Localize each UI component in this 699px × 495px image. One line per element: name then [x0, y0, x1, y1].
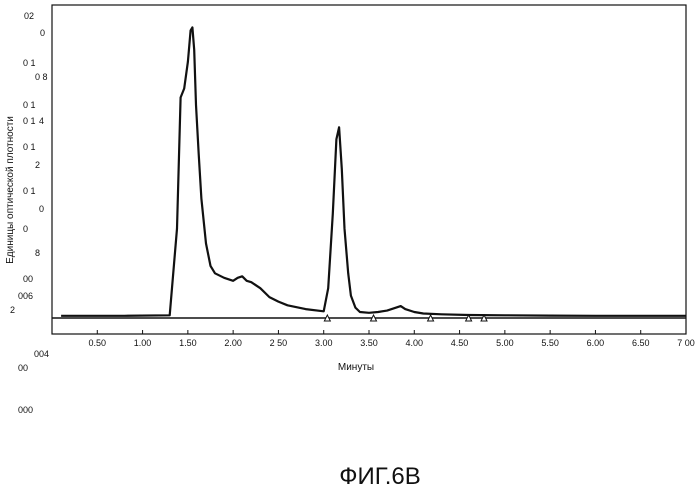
y-tick-label: 006 — [18, 291, 33, 301]
y-tick-label: 8 — [35, 248, 40, 258]
y-tick-label: 00 — [18, 363, 28, 373]
x-tick-label: 4.00 — [406, 338, 424, 348]
x-tick-label: 1.00 — [134, 338, 152, 348]
x-axis-tick-labels: 0.50 1.00 1.50 2.00 2 50 3.00 3.50 4.00 4.50 5.00… — [89, 338, 695, 348]
x-axis-label: Минуты — [338, 362, 374, 373]
x-tick-label: 4.50 — [451, 338, 469, 348]
y-tick-label: 0 1 — [23, 58, 36, 68]
x-tick-label: 6.50 — [632, 338, 650, 348]
x-tick-label: 5.50 — [541, 338, 559, 348]
x-tick-label: 2.00 — [224, 338, 242, 348]
x-tick-label: 6.00 — [587, 338, 605, 348]
y-tick-label: 0 — [23, 224, 28, 234]
signal-line — [61, 27, 686, 315]
y-tick-label: 2 — [10, 305, 15, 315]
y-tick-label: 4 — [39, 116, 44, 126]
y-axis-label: Единицы оптической плотности — [5, 116, 16, 264]
x-tick-label: 5.00 — [496, 338, 514, 348]
figure-caption: ФИГ.6В — [339, 463, 421, 490]
y-tick-label: 0 — [40, 28, 45, 38]
x-tick-label: 7 00 — [677, 338, 695, 348]
y-tick-label: 004 — [34, 349, 49, 359]
y-tick-label: 0 1 — [23, 100, 36, 110]
y-tick-label: 0 8 — [35, 72, 48, 82]
y-tick-label: 0 1 — [23, 116, 36, 126]
x-tick-label: 0.50 — [89, 338, 107, 348]
y-tick-label: 02 — [24, 11, 34, 21]
y-tick-label: 000 — [18, 405, 33, 415]
y-tick-label: 00 — [23, 274, 33, 284]
x-tick-label: 2 50 — [270, 338, 288, 348]
x-tick-label: 3.00 — [315, 338, 333, 348]
y-tick-label: 0 1 — [23, 142, 36, 152]
y-tick-label: 2 — [35, 160, 40, 170]
x-tick-label: 3.50 — [360, 338, 378, 348]
plot-frame — [52, 5, 686, 334]
y-tick-label: 0 1 — [23, 186, 36, 196]
y-tick-label: 0 — [39, 204, 44, 214]
x-tick-label: 1.50 — [179, 338, 197, 348]
